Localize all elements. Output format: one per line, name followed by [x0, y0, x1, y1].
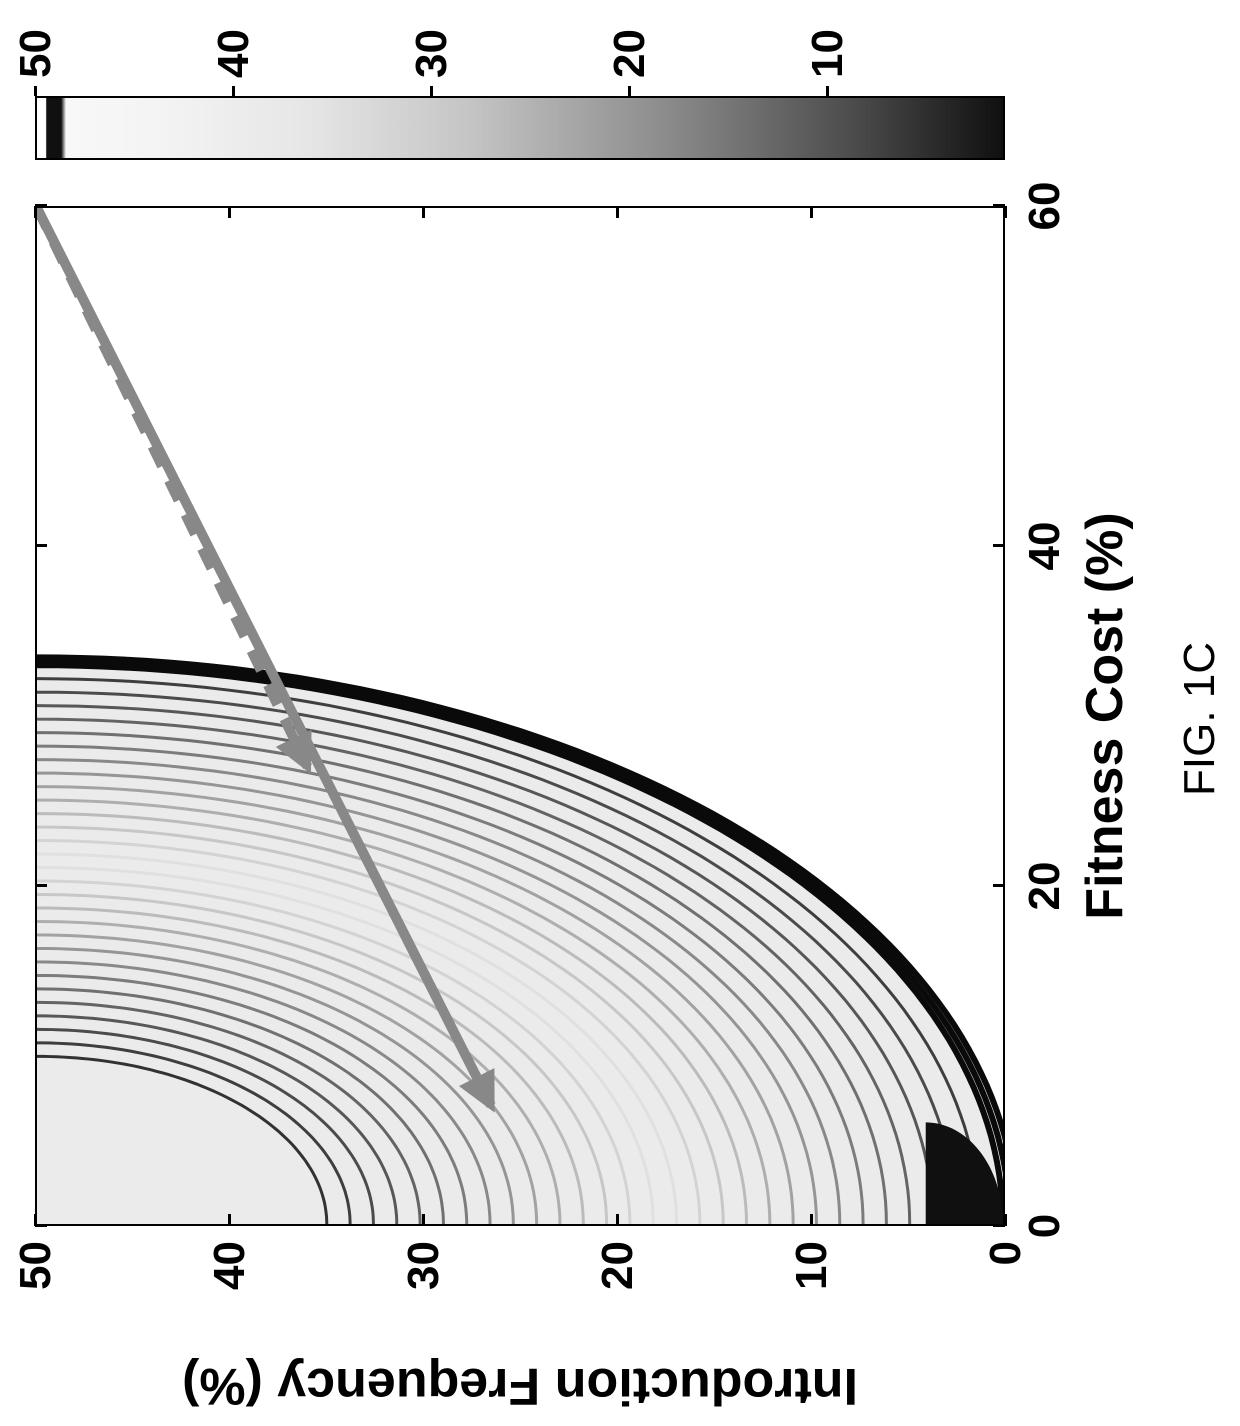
ytick-mark-right [34, 206, 37, 218]
contour-plot-area [35, 206, 1005, 1226]
colorbar-tick-label: 40 [209, 0, 259, 78]
colorbar-tick-mark [232, 86, 235, 96]
colorbar-tick-mark [628, 86, 631, 96]
ytick-label: 10 [787, 1241, 837, 1336]
xtick-mark [993, 1224, 1005, 1227]
ytick-mark [810, 1214, 813, 1226]
ytick-mark [228, 1214, 231, 1226]
ytick-mark-right [616, 206, 619, 218]
xtick-mark [993, 884, 1005, 887]
xtick-mark-top [35, 204, 47, 207]
xtick-mark-top [35, 1224, 47, 1227]
annotation-arrows [37, 208, 1003, 1224]
landscape-canvas: Introduction Frequency (%) Fitness Cost … [0, 0, 1240, 1426]
ytick-label: 20 [593, 1241, 643, 1336]
colorbar-tick-label: 50 [11, 0, 61, 78]
ytick-mark-right [228, 206, 231, 218]
ytick-mark [422, 1214, 425, 1226]
contour-lines [37, 208, 1003, 1224]
ytick-mark-right [422, 206, 425, 218]
xtick-label: 40 [1020, 496, 1070, 596]
ytick-label: 50 [11, 1241, 61, 1336]
xtick-mark [993, 204, 1005, 207]
colorbar-tick-label: 10 [803, 0, 853, 78]
xtick-label: 60 [1020, 156, 1070, 256]
colorbar-tick-mark [430, 86, 433, 96]
ytick-mark-right [810, 206, 813, 218]
xtick-label: 0 [1020, 1176, 1070, 1276]
xtick-mark-top [35, 884, 47, 887]
xtick-label: 20 [1020, 836, 1070, 936]
colorbar [35, 96, 1005, 160]
ytick-label: 30 [399, 1241, 449, 1336]
colorbar-tick-label: 20 [605, 0, 655, 78]
ytick-mark [616, 1214, 619, 1226]
figure-caption: FIG. 1C [1175, 642, 1225, 796]
rotated-stage: Introduction Frequency (%) Fitness Cost … [0, 186, 1240, 1426]
xtick-mark [993, 544, 1005, 547]
colorbar-tick-mark [826, 86, 829, 96]
colorbar-tick-label: 30 [407, 0, 457, 78]
y-axis-label: Introduction Frequency (%) [170, 1356, 870, 1416]
x-axis-label: Fitness Cost (%) [1075, 206, 1135, 1226]
xtick-mark-top [35, 544, 47, 547]
ytick-label: 40 [205, 1241, 255, 1336]
colorbar-tick-mark [34, 86, 37, 96]
ytick-mark-right [1004, 206, 1007, 218]
